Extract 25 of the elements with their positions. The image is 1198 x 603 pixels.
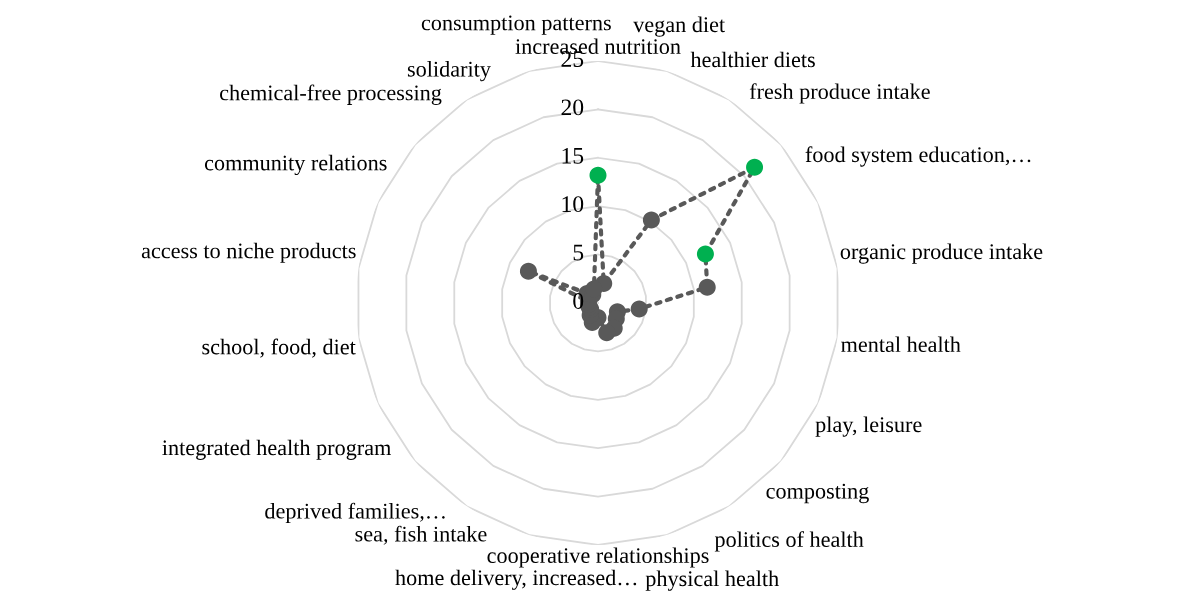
spoke-label: vegan diet xyxy=(633,16,725,37)
spoke-label: home delivery, increased… xyxy=(395,569,637,590)
spoke-label: sea, fish intake xyxy=(355,525,487,545)
spoke-label: play, leisure xyxy=(815,416,922,437)
spoke-label: fresh produce intake xyxy=(749,83,930,104)
spoke-label: healthier diets xyxy=(690,51,815,68)
y-tick-label: 15 xyxy=(562,147,584,164)
spoke-label: solidarity xyxy=(407,61,491,82)
spoke-label: chemical-free processing xyxy=(220,84,442,105)
y-tick-label: 5 xyxy=(573,244,584,261)
spoke-label: integrated health program xyxy=(162,439,392,460)
spoke-label: school, food, diet xyxy=(202,338,356,358)
spoke-label: food system education,… xyxy=(805,146,1031,167)
spoke-label: consumption patterns xyxy=(421,15,611,35)
spoke-label: cooperative relationships xyxy=(487,547,709,568)
y-tick-label: 20 xyxy=(561,99,584,116)
spoke-label: physical health xyxy=(645,570,779,591)
spoke-label: organic produce intake xyxy=(840,243,1043,264)
spoke-label: deprived families,… xyxy=(265,502,445,524)
spoke-label: community relations xyxy=(204,154,387,176)
y-tick-label: 10 xyxy=(562,196,584,213)
spoke-label: mental health xyxy=(841,336,961,353)
spoke-label: access to niche products xyxy=(141,242,356,263)
spoke-label: politics of health xyxy=(714,531,864,552)
spoke-label: composting xyxy=(766,483,869,504)
